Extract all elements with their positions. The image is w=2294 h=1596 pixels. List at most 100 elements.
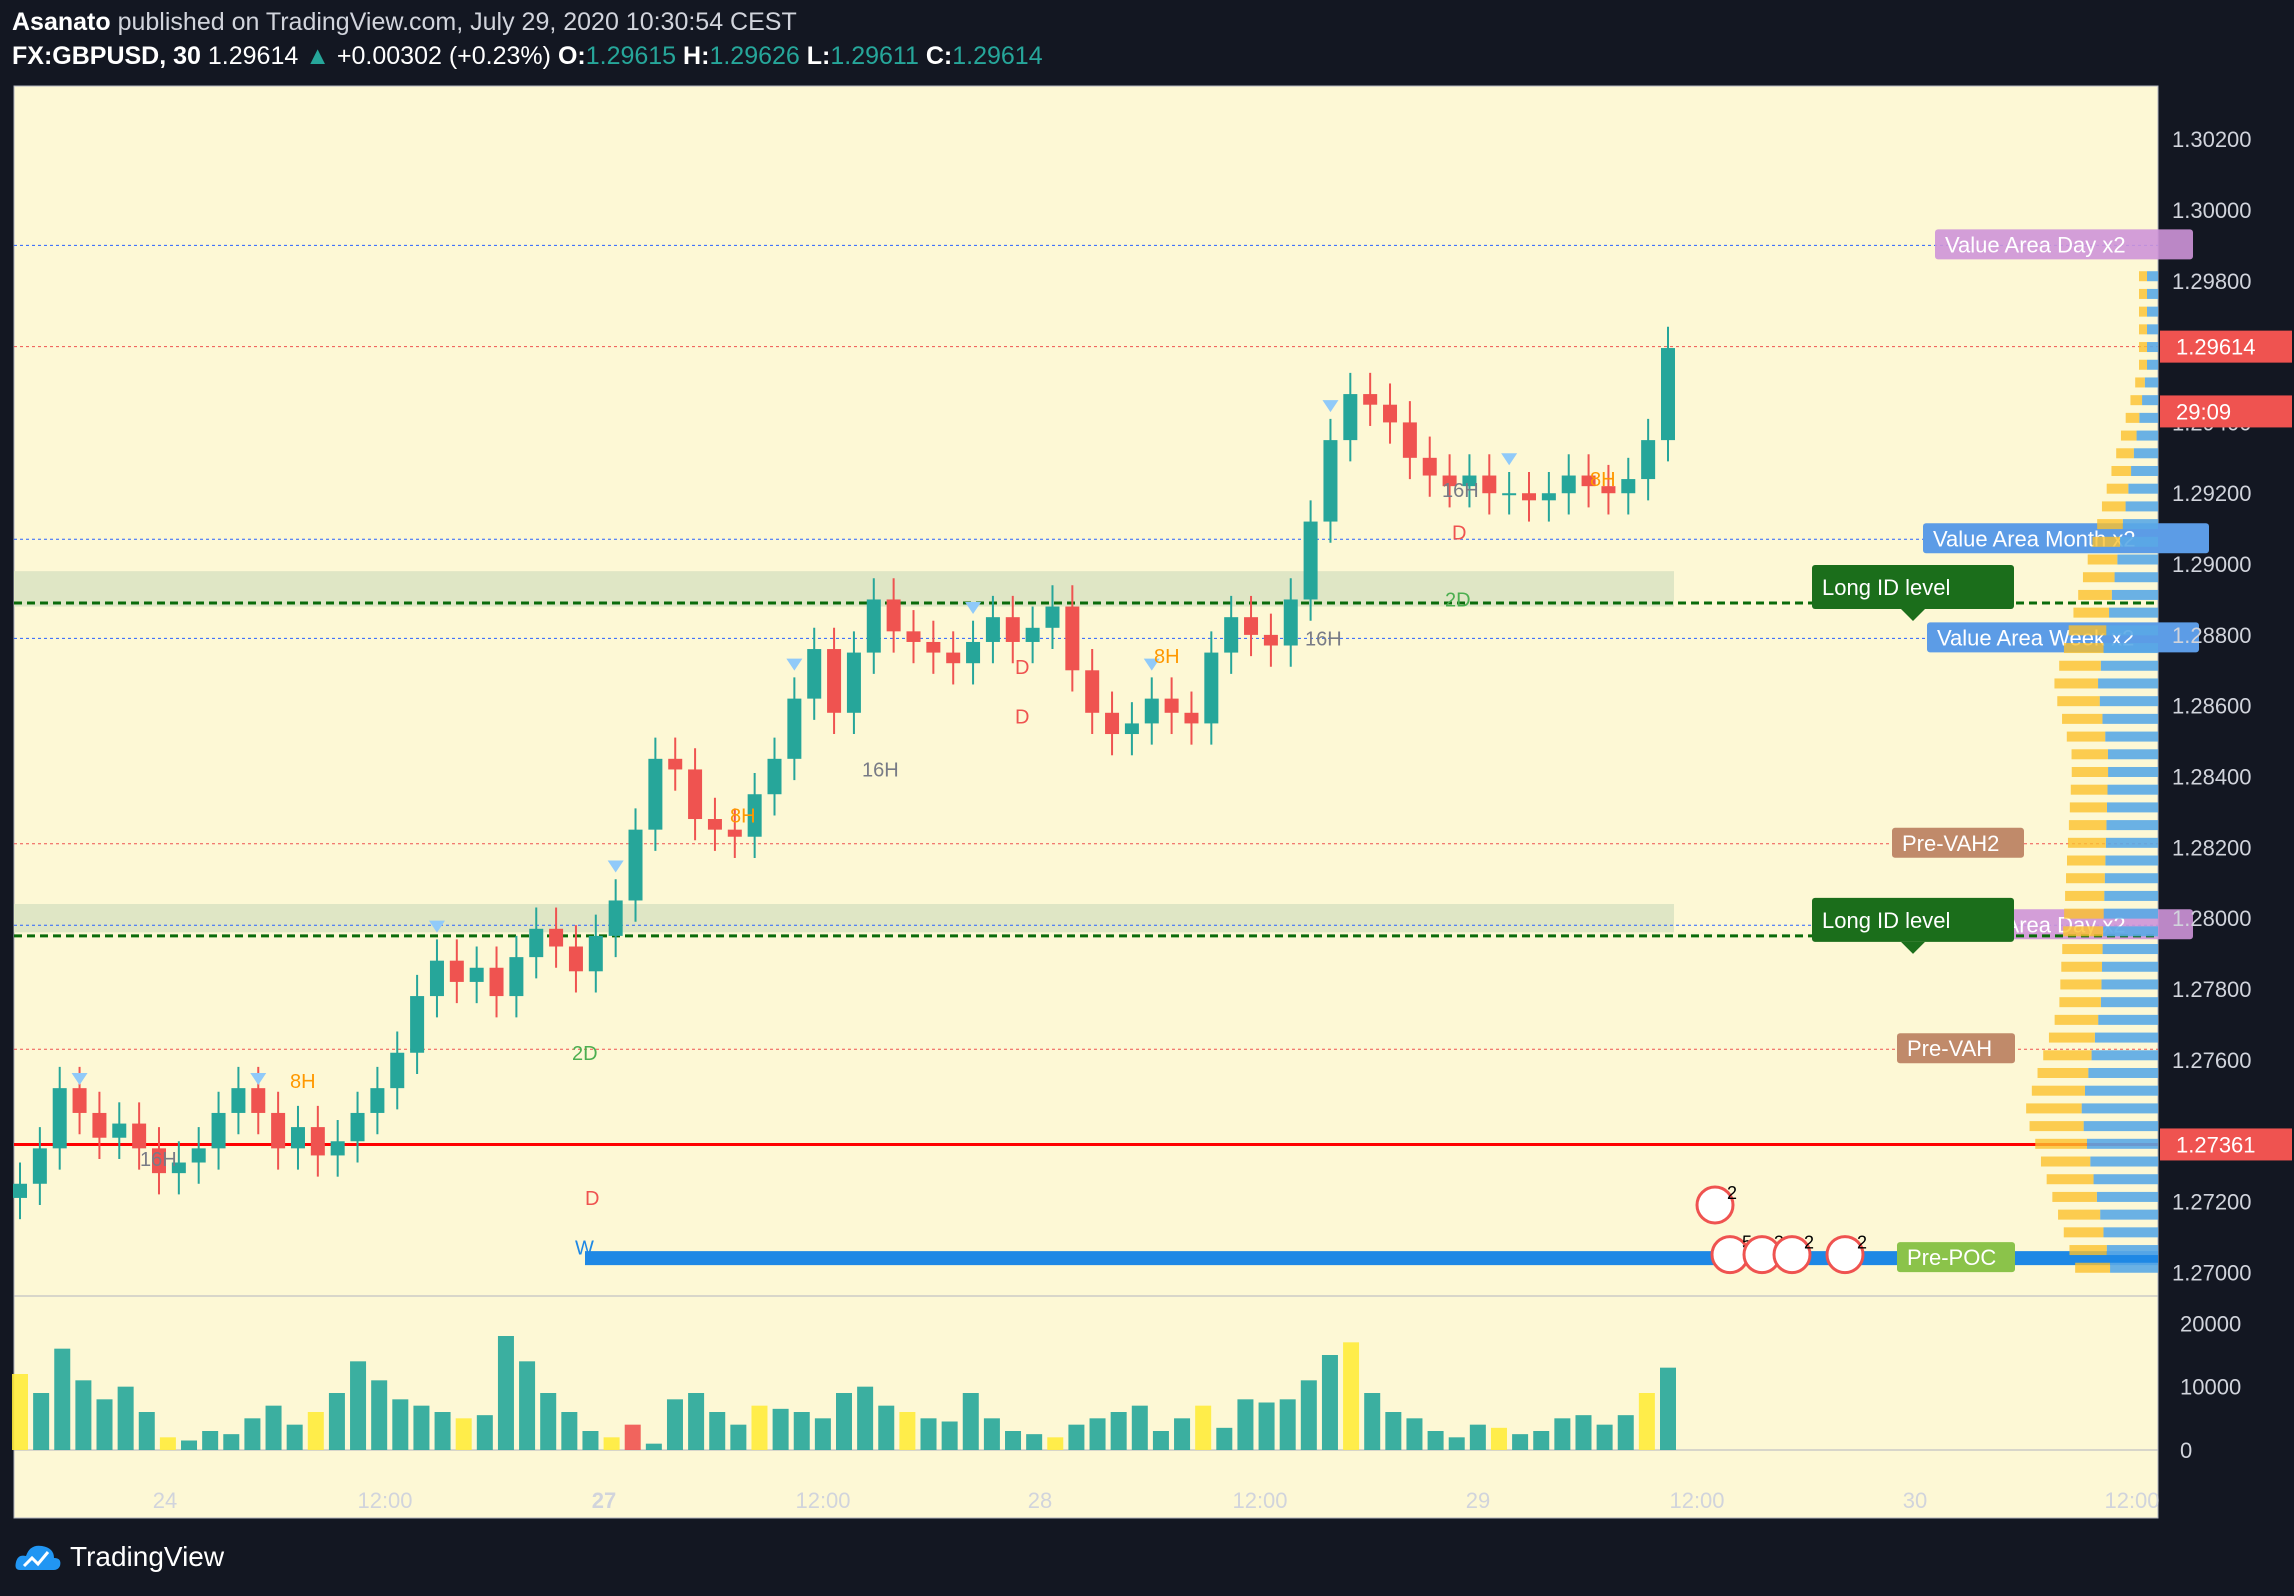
candle bbox=[966, 620, 981, 685]
volume-bar bbox=[878, 1405, 895, 1450]
profile-bar-yellow bbox=[2139, 271, 2147, 282]
y-tick-label: 1.29800 bbox=[2172, 269, 2252, 294]
author-name[interactable]: Asanato bbox=[12, 8, 111, 36]
candle bbox=[1065, 585, 1080, 692]
volume-bar bbox=[751, 1405, 768, 1450]
profile-bar-yellow bbox=[2111, 465, 2132, 476]
candle-body bbox=[370, 1088, 385, 1113]
candle bbox=[231, 1066, 246, 1135]
volume-bar bbox=[434, 1412, 451, 1450]
candle bbox=[827, 627, 842, 735]
y-tick-label: 1.28400 bbox=[2172, 765, 2252, 790]
volume-bar bbox=[1406, 1418, 1423, 1450]
profile-bar-blue bbox=[2100, 1209, 2158, 1220]
profile-bar-yellow bbox=[2058, 1209, 2101, 1220]
candle bbox=[1303, 500, 1318, 621]
volume-bar bbox=[962, 1393, 979, 1450]
volume-bar bbox=[1047, 1437, 1064, 1450]
close-label: C: bbox=[925, 42, 953, 70]
pivot-marker bbox=[71, 1072, 88, 1085]
profile-bar-blue bbox=[2099, 696, 2158, 707]
profile-bar-blue bbox=[2101, 979, 2158, 990]
profile-bar-yellow bbox=[2139, 288, 2147, 299]
candle bbox=[13, 1162, 27, 1220]
open-value: 1.29615 bbox=[585, 42, 677, 70]
footer-brand[interactable]: TradingView bbox=[14, 1540, 224, 1574]
profile-bar-blue bbox=[2088, 1067, 2158, 1078]
candle-body bbox=[271, 1112, 286, 1149]
volume-bar bbox=[709, 1412, 726, 1450]
profile-bar-blue bbox=[2103, 643, 2158, 654]
candle bbox=[767, 737, 782, 816]
high-label: H: bbox=[683, 42, 710, 70]
profile-bar-yellow bbox=[2062, 713, 2103, 724]
profile-bar-yellow bbox=[2135, 377, 2145, 388]
candle bbox=[866, 578, 881, 674]
volume-bar bbox=[1343, 1342, 1360, 1450]
x-tick-label: 12:00 bbox=[795, 1488, 850, 1513]
candle-body bbox=[1263, 634, 1278, 646]
x-tick-label: 30 bbox=[1903, 1488, 1927, 1513]
profile-bar-yellow bbox=[2066, 873, 2105, 884]
timeframe-marker: D bbox=[1015, 657, 1029, 679]
candle bbox=[668, 737, 683, 791]
candle bbox=[1343, 372, 1358, 462]
level-tag-pointer bbox=[1901, 609, 1925, 622]
candle bbox=[32, 1127, 47, 1206]
volume-bar bbox=[1089, 1418, 1106, 1450]
volume-bar bbox=[1131, 1405, 1148, 1450]
candle bbox=[1323, 418, 1338, 543]
candle bbox=[628, 808, 643, 922]
open-label: O: bbox=[557, 42, 586, 70]
candle-body bbox=[449, 960, 464, 982]
volume-tick-label: 0 bbox=[2180, 1438, 2192, 1463]
volume-bar bbox=[328, 1393, 345, 1450]
profile-bar-yellow bbox=[2048, 1032, 2095, 1043]
timeframe-marker: 8H bbox=[1590, 469, 1616, 491]
level-tag-box bbox=[1892, 827, 2024, 858]
x-tick-label: 12:00 bbox=[2104, 1488, 2159, 1513]
volume-bar bbox=[159, 1437, 176, 1450]
profile-bar-yellow bbox=[2068, 625, 2107, 636]
profile-bar-yellow bbox=[2037, 1067, 2089, 1078]
profile-bar-yellow bbox=[2069, 802, 2107, 813]
candle bbox=[886, 578, 901, 653]
profile-bar-blue bbox=[2125, 501, 2158, 512]
value-zone-upper bbox=[14, 571, 1674, 607]
candle bbox=[608, 879, 623, 958]
volume-bar bbox=[1490, 1427, 1507, 1450]
price-badge-box bbox=[2160, 395, 2292, 428]
level-tag: Value Area Month x2 bbox=[1923, 523, 2209, 554]
x-tick-label: 29 bbox=[1466, 1488, 1490, 1513]
candle bbox=[410, 974, 425, 1074]
profile-bar-yellow bbox=[2067, 837, 2106, 848]
candle-body bbox=[1601, 486, 1616, 494]
x-tick-label: 12:00 bbox=[1669, 1488, 1724, 1513]
candle bbox=[1462, 454, 1477, 508]
level-tag-box bbox=[1897, 1033, 2015, 1064]
candle-body bbox=[707, 819, 722, 830]
pivot-marker bbox=[428, 920, 445, 933]
candle-body bbox=[608, 900, 623, 936]
candle bbox=[1541, 471, 1556, 522]
symbol-label: FX:GBPUSD, 30 bbox=[12, 42, 201, 70]
candle-body bbox=[290, 1127, 305, 1149]
timeframe-marker: D bbox=[1452, 522, 1466, 544]
volume-tick-label: 10000 bbox=[2180, 1375, 2241, 1400]
x-tick-label: 12:00 bbox=[357, 1488, 412, 1513]
profile-bar-blue bbox=[2094, 1032, 2158, 1043]
profile-bar-yellow bbox=[2029, 1121, 2084, 1132]
candle-body bbox=[32, 1148, 47, 1184]
volume-bar bbox=[1512, 1434, 1529, 1450]
profile-bar-blue bbox=[2147, 359, 2158, 370]
candle bbox=[271, 1091, 286, 1170]
candle bbox=[926, 620, 941, 674]
candle-body bbox=[1561, 475, 1576, 494]
volume-bar bbox=[920, 1418, 937, 1450]
event-count: 2 bbox=[1857, 1233, 1867, 1253]
volume-bar bbox=[793, 1412, 810, 1450]
candle-body bbox=[1303, 521, 1318, 600]
candle bbox=[1085, 649, 1100, 735]
level-tag-pointer bbox=[1901, 941, 1925, 954]
